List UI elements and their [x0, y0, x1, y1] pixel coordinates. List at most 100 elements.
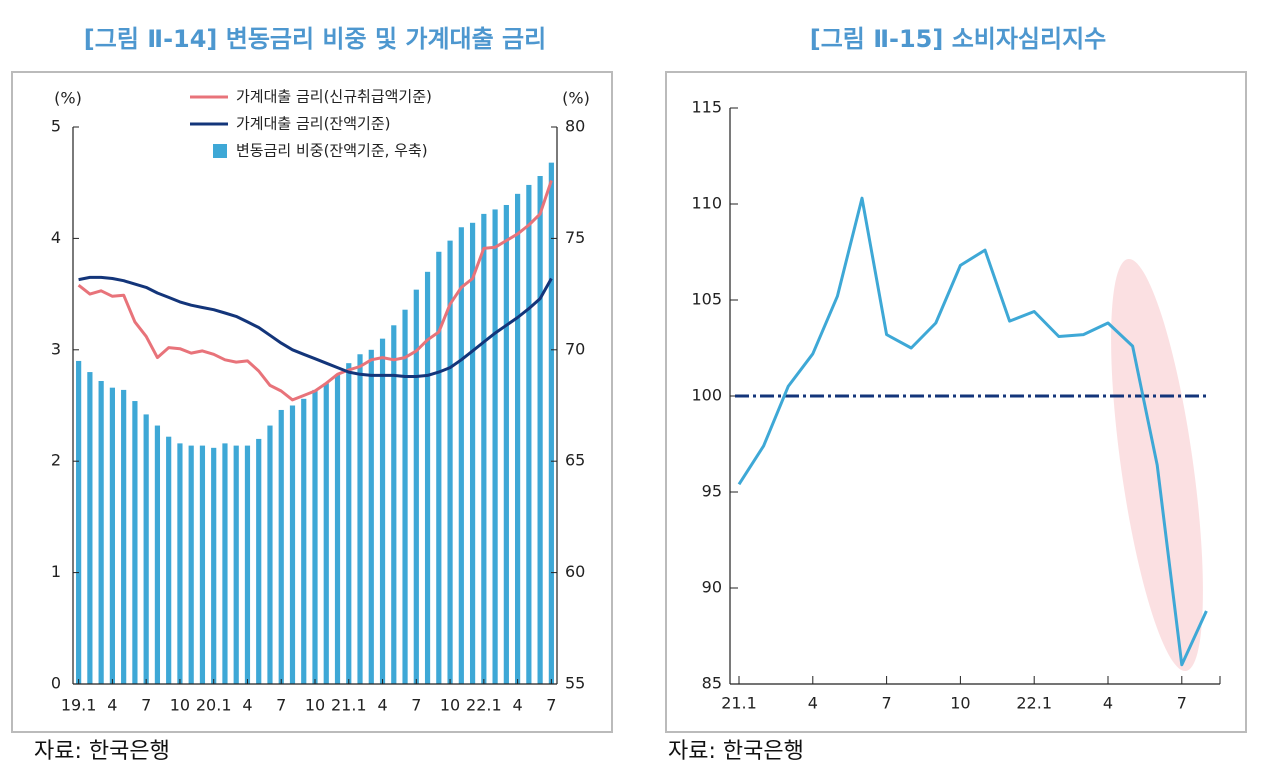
bar — [256, 438, 262, 684]
x-tick-label: 4 — [808, 694, 818, 713]
x-tick-label: 7 — [411, 696, 421, 715]
x-tick-label: 4 — [513, 696, 523, 715]
x-tick-label: 10 — [305, 696, 325, 715]
y-tick-label: 100 — [691, 386, 722, 405]
bar — [188, 445, 194, 684]
x-tick-label: 4 — [1103, 694, 1113, 713]
bar — [481, 213, 487, 684]
x-tick-label: 7 — [882, 694, 892, 713]
y-tick-label: 1 — [51, 562, 61, 581]
bar — [121, 389, 127, 684]
chart-title: [그림 Ⅱ-14] 변동금리 비중 및 가계대출 금리 — [84, 25, 546, 53]
x-tick-label: 21.1 — [721, 694, 757, 713]
x-tick-label: 20.1 — [196, 696, 232, 715]
bar — [211, 447, 217, 684]
y2-tick-label: 55 — [565, 674, 585, 693]
y2-tick-label: 65 — [565, 451, 585, 470]
y2-tick-label: 75 — [565, 228, 585, 247]
bar — [526, 184, 532, 685]
x-tick-label: 7 — [546, 696, 556, 715]
bar — [537, 176, 543, 685]
line — [78, 275, 553, 378]
bar — [222, 443, 228, 684]
y-tick-label: 105 — [691, 290, 722, 309]
legend-label: 변동금리 비중(잔액기준, 우축) — [236, 142, 428, 160]
y-tick-label: 95 — [702, 482, 722, 501]
line — [77, 180, 553, 402]
line — [737, 196, 1208, 667]
bar — [447, 240, 453, 685]
y-tick-label: 0 — [51, 674, 61, 693]
bar — [357, 354, 363, 684]
x-tick-label: 19.1 — [61, 696, 97, 715]
bar — [244, 445, 251, 684]
y-axis-label: (%) — [54, 89, 82, 108]
x-tick-label: 7 — [276, 696, 286, 715]
panel-frame — [11, 71, 613, 733]
bar — [312, 389, 318, 684]
bar — [143, 414, 149, 684]
bar — [199, 445, 206, 684]
x-tick-label: 10 — [950, 694, 970, 713]
bar — [346, 363, 352, 684]
bar — [334, 374, 341, 684]
bar — [109, 387, 115, 684]
bar — [515, 193, 521, 684]
bar — [267, 425, 273, 684]
bar — [368, 349, 374, 684]
y-tick-label: 115 — [691, 98, 722, 117]
bar — [402, 309, 408, 684]
bar — [424, 271, 431, 684]
bar — [458, 227, 464, 684]
legend-label: 가계대출 금리(신규취급액기준) — [236, 88, 432, 106]
y-tick-label: 3 — [51, 339, 61, 358]
bar — [98, 380, 104, 684]
y-tick-label: 90 — [702, 578, 722, 597]
y-tick-label: 2 — [51, 451, 61, 470]
legend-label: 가계대출 금리(잔액기준) — [236, 115, 390, 133]
y-tick-label: 5 — [51, 117, 61, 136]
bar — [301, 398, 307, 684]
bar — [436, 251, 442, 684]
bar — [391, 325, 397, 684]
bar — [154, 425, 161, 684]
y2-tick-label: 60 — [565, 562, 585, 581]
bar — [379, 338, 386, 684]
x-tick-label: 4 — [377, 696, 387, 715]
x-tick-label: 22.1 — [466, 696, 502, 715]
x-tick-label: 4 — [107, 696, 117, 715]
bar — [278, 409, 284, 684]
y2-axis-label: (%) — [562, 89, 590, 108]
x-tick-label: 7 — [141, 696, 151, 715]
y-tick-label: 85 — [702, 674, 722, 693]
x-tick-label: 10 — [170, 696, 190, 715]
bar — [323, 383, 329, 684]
y-tick-label: 4 — [51, 228, 61, 247]
bar — [469, 222, 476, 684]
x-tick-label: 4 — [242, 696, 252, 715]
bar — [132, 401, 138, 684]
x-tick-label: 7 — [1177, 694, 1187, 713]
bar — [548, 162, 554, 684]
bar — [503, 204, 509, 685]
legend-swatch — [213, 144, 227, 158]
chart-title: [그림 Ⅱ-15] 소비자심리지수 — [810, 25, 1107, 53]
source: 자료: 한국은행 — [34, 739, 170, 764]
panel-frame — [665, 71, 1247, 733]
bar — [87, 372, 93, 684]
x-tick-label: 21.1 — [331, 696, 367, 715]
bar — [289, 405, 296, 684]
bar — [413, 289, 419, 684]
y2-tick-label: 80 — [565, 117, 585, 136]
bar — [233, 445, 239, 684]
bar — [492, 209, 498, 684]
x-tick-label: 22.1 — [1016, 694, 1052, 713]
y2-tick-label: 70 — [565, 339, 585, 358]
bar — [166, 436, 172, 684]
x-tick-label: 10 — [440, 696, 460, 715]
bar — [76, 360, 82, 684]
source: 자료: 한국은행 — [668, 739, 804, 764]
bar — [177, 443, 183, 684]
y-tick-label: 110 — [691, 194, 722, 213]
